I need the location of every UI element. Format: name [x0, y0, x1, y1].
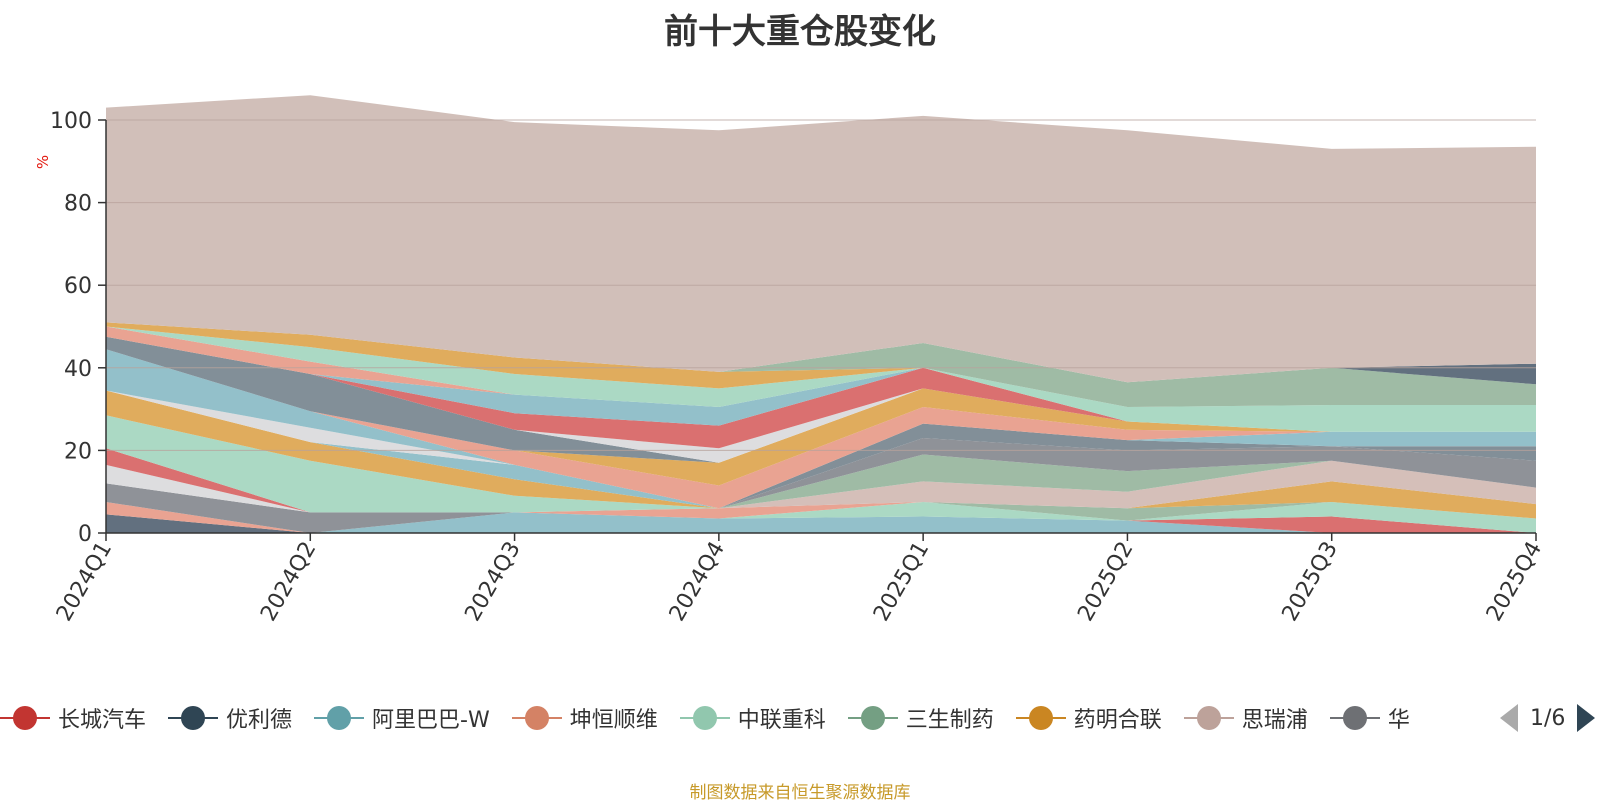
legend-marker-icon	[1329, 705, 1380, 731]
area-series-4	[106, 502, 1536, 533]
area-series-3	[106, 502, 1536, 533]
area-series-24	[106, 336, 1536, 432]
legend-marker-icon	[0, 705, 50, 731]
x-tick-label-2025Q2: 2025Q2	[1073, 538, 1138, 626]
legend-item[interactable]: 思瑞浦	[1183, 700, 1308, 736]
y-tick-label-40: 40	[64, 357, 92, 382]
y-tick-label-20: 20	[64, 439, 92, 464]
next-page-icon[interactable]	[1577, 704, 1596, 732]
y-axis-label: %	[34, 155, 52, 169]
legend-item[interactable]: 阿里巴巴-W	[314, 700, 490, 736]
legend-pager: 1/6	[1500, 700, 1596, 736]
legend-item[interactable]: 中联重科	[679, 700, 826, 736]
area-series-27	[106, 326, 1536, 407]
legend-item[interactable]: 药明合联	[1015, 700, 1162, 736]
area-series-26	[106, 326, 1536, 407]
y-tick-label-0: 0	[78, 522, 92, 547]
x-tick-label-2025Q4: 2025Q4	[1482, 538, 1547, 626]
x-tick-label-2024Q4: 2024Q4	[665, 538, 730, 626]
area-series-12	[106, 390, 1536, 509]
legend-label: 坤恒顺维	[569, 708, 658, 733]
legend-item[interactable]: 优利德	[168, 700, 292, 736]
legend-label: 思瑞浦	[1241, 708, 1308, 733]
gridlines	[106, 119, 1536, 451]
legend-item[interactable]: 三生制药	[847, 700, 994, 736]
legend-marker-icon	[679, 705, 730, 731]
y-tick-label-60: 60	[64, 274, 92, 299]
legend-item[interactable]: 华	[1329, 700, 1410, 736]
area-layers	[106, 95, 1536, 533]
legend-label: 药明合联	[1073, 708, 1162, 733]
legend-marker-icon	[511, 705, 562, 731]
area-series-0	[106, 514, 1536, 533]
area-series-13	[106, 390, 1536, 509]
y-tick-label-100: 100	[50, 109, 92, 134]
area-series-14	[106, 390, 1536, 509]
area-series-21	[106, 336, 1536, 463]
source-note: 制图数据来自恒生聚源数据库	[689, 783, 911, 803]
y-tick-label-80: 80	[64, 192, 92, 217]
legend-marker-icon	[168, 705, 219, 731]
area-series-2	[106, 512, 1536, 533]
area-series-5	[106, 502, 1536, 533]
x-tick-label-2024Q3: 2024Q3	[460, 538, 525, 626]
legend-marker-icon	[1183, 705, 1234, 731]
area-series-7	[106, 460, 1536, 533]
area-series-31	[106, 95, 1536, 383]
legend-marker-icon	[1015, 705, 1066, 731]
legend-marker-icon	[847, 705, 898, 731]
legend-marker-icon	[314, 705, 365, 731]
chart-title: 前十大重仓股变化	[664, 12, 936, 52]
legend-items: 长城汽车 优利德 阿里巴巴-W 坤恒顺维 中联重科 三生制药 药明合联 思瑞浦 华	[0, 700, 1462, 736]
previous-page-icon[interactable]	[1500, 704, 1518, 732]
legend-label: 中联重科	[737, 708, 826, 733]
legend-label: 华	[1387, 708, 1410, 733]
legend: 长城汽车 优利德 阿里巴巴-W 坤恒顺维 中联重科 三生制药 药明合联 思瑞浦 华 1/6	[0, 700, 1600, 736]
area-series-11	[106, 415, 1536, 513]
x-tick-label-2025Q3: 2025Q3	[1278, 538, 1343, 626]
legend-page-info: 1/6	[1530, 705, 1566, 731]
legend-label: 长城汽车	[58, 708, 147, 733]
area-series-29	[106, 322, 1536, 407]
legend-label: 阿里巴巴-W	[372, 708, 490, 733]
area-series-23	[106, 336, 1536, 449]
legend-label: 优利德	[226, 708, 293, 733]
area-series-17	[106, 390, 1536, 509]
legend-item[interactable]: 坤恒顺维	[511, 700, 658, 736]
x-tick-label-2024Q2: 2024Q2	[256, 538, 321, 626]
x-tick-label-2025Q1: 2025Q1	[869, 538, 934, 626]
area-series-1	[106, 512, 1536, 533]
x-tick-label-2024Q1: 2024Q1	[52, 538, 117, 626]
legend-label: 三生制药	[905, 708, 994, 733]
area-series-8	[106, 460, 1536, 533]
area-series-19	[106, 349, 1536, 509]
legend-item[interactable]: 长城汽车	[0, 700, 146, 736]
